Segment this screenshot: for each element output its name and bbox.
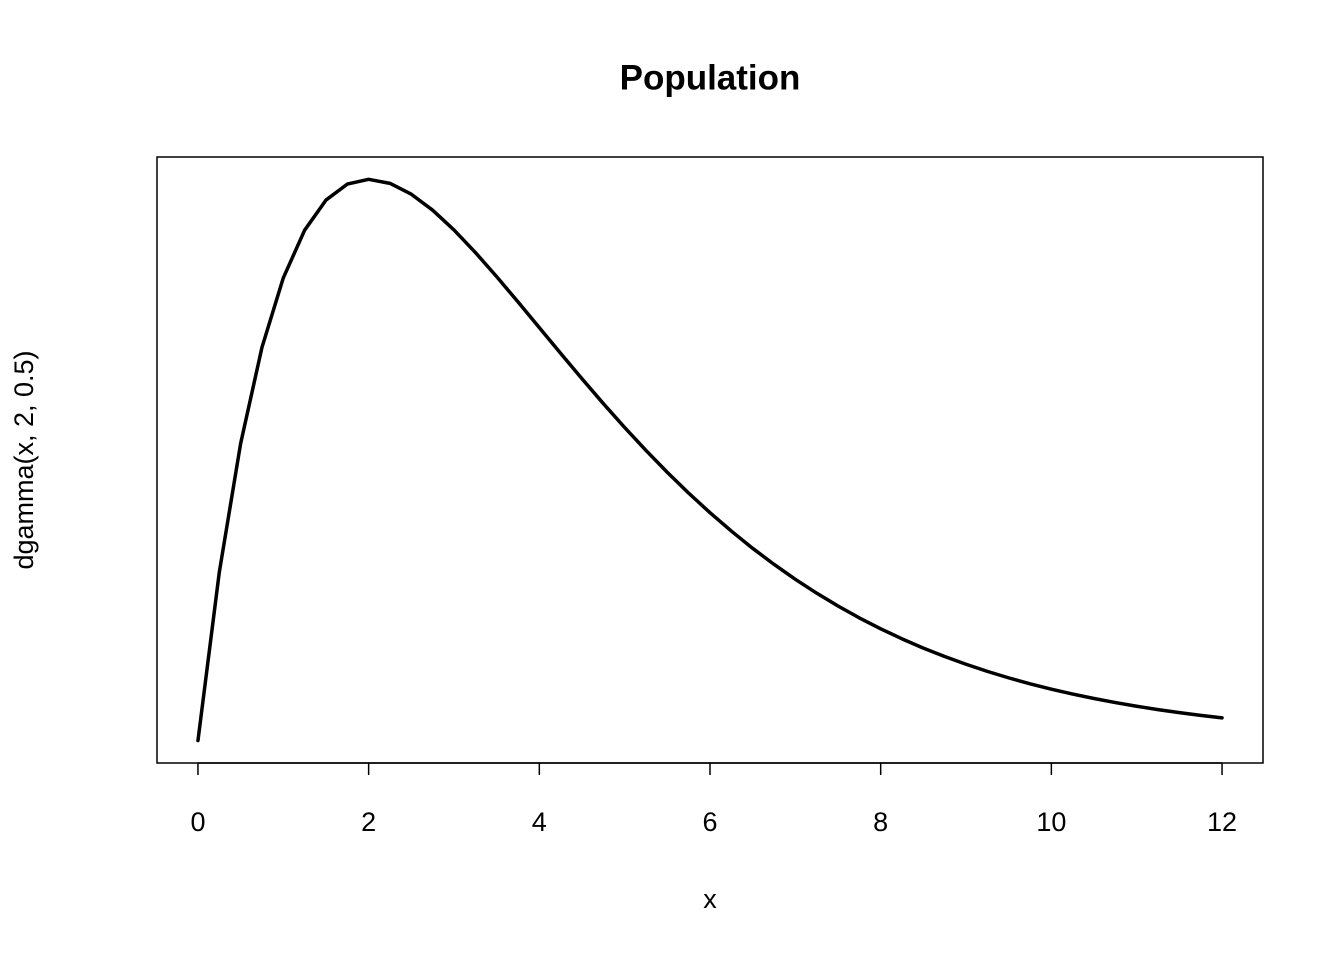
y-axis-label: dgamma(x, 2, 0.5): [9, 350, 39, 569]
x-tick-label: 10: [1036, 807, 1066, 837]
x-tick-label: 4: [532, 807, 547, 837]
x-tick-label: 12: [1207, 807, 1237, 837]
x-tick-label: 8: [873, 807, 888, 837]
x-axis-label: x: [703, 884, 717, 914]
x-tick-label: 2: [361, 807, 376, 837]
chart-title: Population: [620, 58, 801, 97]
x-tick-label: 6: [702, 807, 717, 837]
plot-box: [156, 156, 1264, 764]
line-series: [196, 177, 1224, 743]
x-tick-label: 0: [190, 807, 205, 837]
